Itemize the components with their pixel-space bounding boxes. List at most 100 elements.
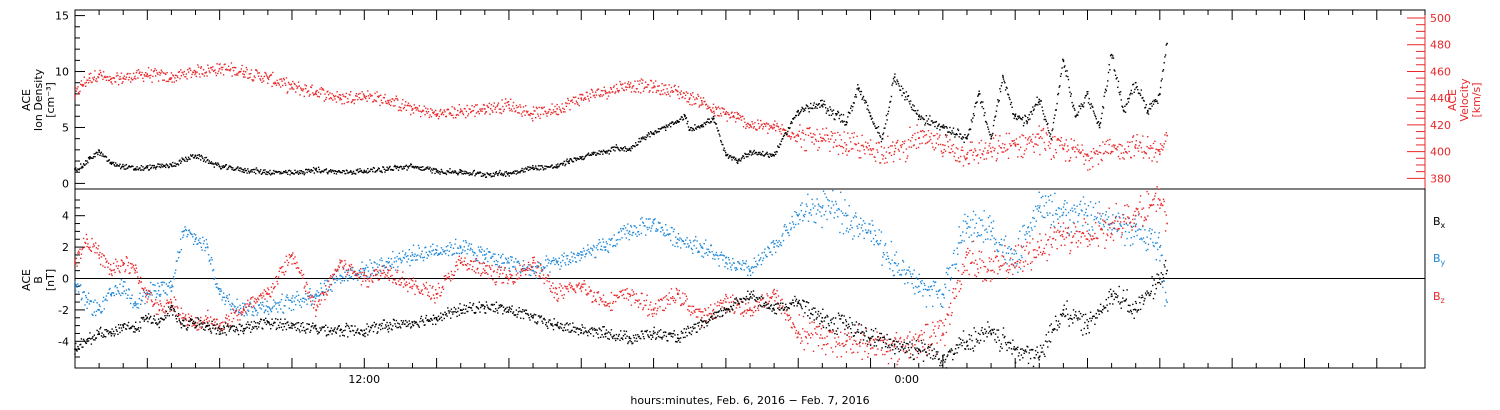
by-series-sample bbox=[573, 253, 575, 255]
density-series-sample bbox=[94, 156, 96, 158]
by-series-sample bbox=[1007, 252, 1010, 255]
by-series-sample bbox=[315, 297, 317, 299]
velocity-series-sample bbox=[1030, 138, 1033, 141]
by-series-sample bbox=[904, 283, 906, 285]
by-series-sample bbox=[802, 220, 804, 222]
density-series-sample bbox=[410, 163, 413, 166]
density-series-sample bbox=[488, 173, 490, 175]
velocity-series-sample bbox=[212, 66, 214, 68]
velocity-series-sample bbox=[502, 105, 504, 108]
velocity-series-sample bbox=[1052, 155, 1055, 157]
velocity-series-sample bbox=[701, 102, 703, 104]
density-series-sample bbox=[208, 160, 210, 162]
velocity-series-sample bbox=[406, 104, 408, 107]
density-series-sample bbox=[298, 172, 300, 174]
density-series-sample bbox=[950, 133, 953, 135]
density-series-sample bbox=[490, 173, 492, 175]
density-series-point bbox=[978, 93, 980, 95]
density-series-sample bbox=[433, 168, 435, 170]
by-series-sample bbox=[1059, 216, 1061, 218]
by-series-sample bbox=[969, 219, 972, 221]
by-series-sample bbox=[979, 235, 981, 237]
density-series-sample bbox=[492, 175, 494, 177]
velocity-series-sample bbox=[867, 142, 869, 144]
velocity-series-point bbox=[713, 110, 715, 113]
by-series-sample bbox=[900, 274, 903, 276]
by-series-sample bbox=[860, 227, 863, 229]
by-series-sample bbox=[989, 215, 991, 217]
velocity-series-sample bbox=[800, 146, 803, 148]
velocity-series-sample bbox=[378, 95, 380, 97]
density-series-sample bbox=[870, 118, 873, 120]
by-series-sample bbox=[994, 238, 997, 241]
by-series-sample bbox=[650, 230, 652, 232]
velocity-series-sample bbox=[642, 90, 645, 92]
by-series-sample bbox=[958, 226, 960, 228]
density-series-sample bbox=[505, 170, 508, 173]
velocity-series-sample bbox=[677, 94, 679, 96]
velocity-series-sample bbox=[727, 112, 729, 114]
by-series-sample bbox=[318, 295, 320, 297]
density-series-sample bbox=[581, 158, 583, 161]
density-series-sample bbox=[481, 175, 483, 177]
by-series-sample bbox=[367, 266, 369, 268]
velocity-series-sample bbox=[319, 88, 321, 90]
by-series-sample bbox=[918, 273, 920, 276]
by-series-sample bbox=[200, 242, 202, 244]
density-series-sample bbox=[877, 131, 879, 134]
by-series-sample bbox=[867, 229, 870, 231]
density-series-sample bbox=[1079, 107, 1082, 110]
by-series-sample bbox=[285, 299, 287, 301]
density-series-sample bbox=[1159, 86, 1162, 89]
velocity-series-sample bbox=[693, 103, 695, 105]
by-series-sample bbox=[242, 302, 244, 304]
by-series-sample bbox=[129, 297, 131, 299]
velocity-series-sample bbox=[1067, 145, 1069, 147]
density-series-sample bbox=[979, 93, 981, 95]
density-series-sample bbox=[342, 170, 345, 172]
by-series-sample bbox=[1004, 258, 1006, 261]
density-series-sample bbox=[823, 100, 825, 102]
velocity-series-sample bbox=[494, 108, 496, 110]
density-series-sample bbox=[854, 96, 856, 98]
by-series-sample bbox=[132, 306, 134, 309]
by-series-sample bbox=[982, 241, 985, 243]
velocity-series-sample bbox=[1009, 145, 1012, 147]
velocity-series-sample bbox=[100, 71, 102, 74]
velocity-series-sample bbox=[159, 74, 161, 76]
velocity-series-sample bbox=[197, 64, 199, 66]
density-series-sample bbox=[718, 133, 720, 135]
by-series-sample bbox=[1072, 221, 1075, 224]
velocity-series-sample bbox=[145, 75, 148, 77]
velocity-series-sample bbox=[1017, 156, 1019, 158]
density-series-sample bbox=[242, 168, 244, 171]
by-series-sample bbox=[140, 299, 143, 301]
by-series-point bbox=[267, 306, 269, 308]
density-series-sample bbox=[1070, 93, 1072, 95]
by-series-sample bbox=[723, 255, 725, 257]
density-series-sample bbox=[949, 132, 952, 134]
by-series-sample bbox=[799, 218, 801, 221]
velocity-series-point bbox=[1134, 144, 1137, 146]
by-series-sample bbox=[168, 281, 170, 284]
by-series-sample bbox=[696, 240, 698, 242]
velocity-series-sample bbox=[522, 106, 525, 108]
density-series-sample bbox=[753, 149, 755, 152]
velocity-series-sample bbox=[1139, 142, 1142, 144]
by-series-sample bbox=[460, 247, 462, 249]
density-series-sample bbox=[1161, 78, 1163, 80]
by-series-sample bbox=[436, 245, 438, 247]
velocity-series-sample bbox=[778, 128, 780, 131]
density-series-sample bbox=[968, 129, 970, 131]
velocity-series-sample bbox=[120, 72, 123, 74]
by-series-sample bbox=[1021, 256, 1023, 259]
velocity-series-sample bbox=[472, 109, 475, 112]
velocity-series-point bbox=[821, 140, 824, 142]
density-series-sample bbox=[629, 147, 631, 150]
density-series-sample bbox=[711, 117, 713, 119]
by-series-sample bbox=[568, 261, 570, 263]
by-series-sample bbox=[597, 243, 600, 245]
velocity-series-sample bbox=[390, 101, 393, 103]
by-series-sample bbox=[506, 262, 508, 264]
by-series-sample bbox=[80, 299, 83, 301]
